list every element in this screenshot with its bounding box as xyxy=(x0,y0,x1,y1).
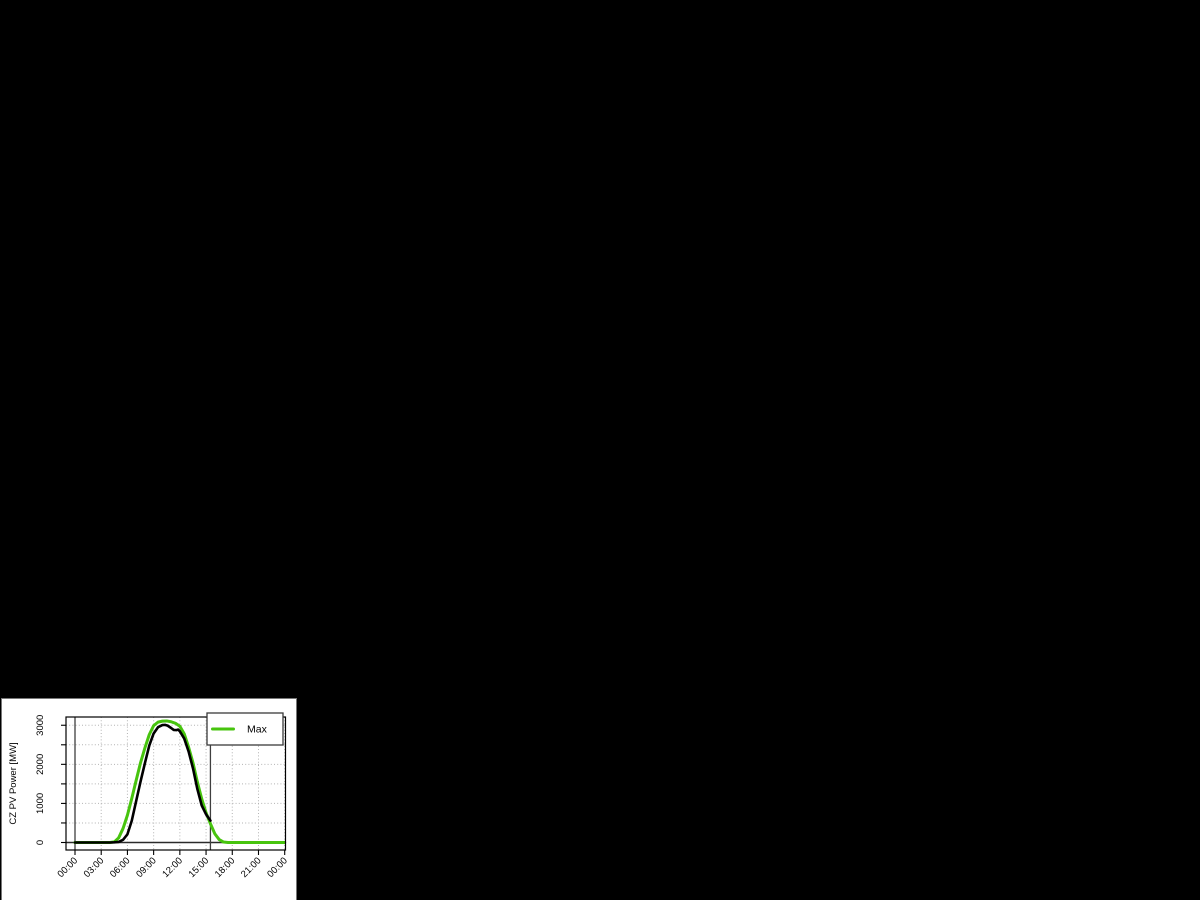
x-tick-label: 00:00 xyxy=(265,855,290,880)
y-tick-label: 3000 xyxy=(35,715,46,736)
legend: Max xyxy=(206,712,284,746)
x-tick-label: 21:00 xyxy=(239,855,264,880)
x-tick-label: 09:00 xyxy=(134,855,159,880)
legend-max-label: Max xyxy=(247,724,268,736)
x-tick-label: 12:00 xyxy=(160,855,185,880)
actual-series-line xyxy=(73,723,212,844)
x-tick-label: 18:00 xyxy=(213,855,238,880)
y-tick-label: 0 xyxy=(35,840,46,845)
y-tick-label: 1000 xyxy=(35,793,46,814)
y-axis-tick-labels: 0 1000 2000 3000 xyxy=(35,715,46,845)
x-tick-label: 00:00 xyxy=(56,855,81,880)
axis-ticks xyxy=(61,724,286,855)
x-axis-tick-labels: 00:00 03:00 06:00 09:00 12:00 15:00 18:00 21:00… xyxy=(56,855,290,880)
data-series xyxy=(73,719,287,844)
x-tick-label: 06:00 xyxy=(108,855,133,880)
y-tick-label: 2000 xyxy=(35,754,46,775)
x-tick-label: 03:00 xyxy=(82,855,107,880)
pv-power-chart: 00:00 03:00 06:00 09:00 12:00 15:00 18:00 21:00… xyxy=(8,712,290,880)
x-tick-label: 15:00 xyxy=(187,855,212,880)
y-axis-title: CZ PV Power [MW] xyxy=(8,742,19,824)
pv-chart-panel: 00:00 03:00 06:00 09:00 12:00 15:00 18:00 21:00… xyxy=(1,698,297,900)
